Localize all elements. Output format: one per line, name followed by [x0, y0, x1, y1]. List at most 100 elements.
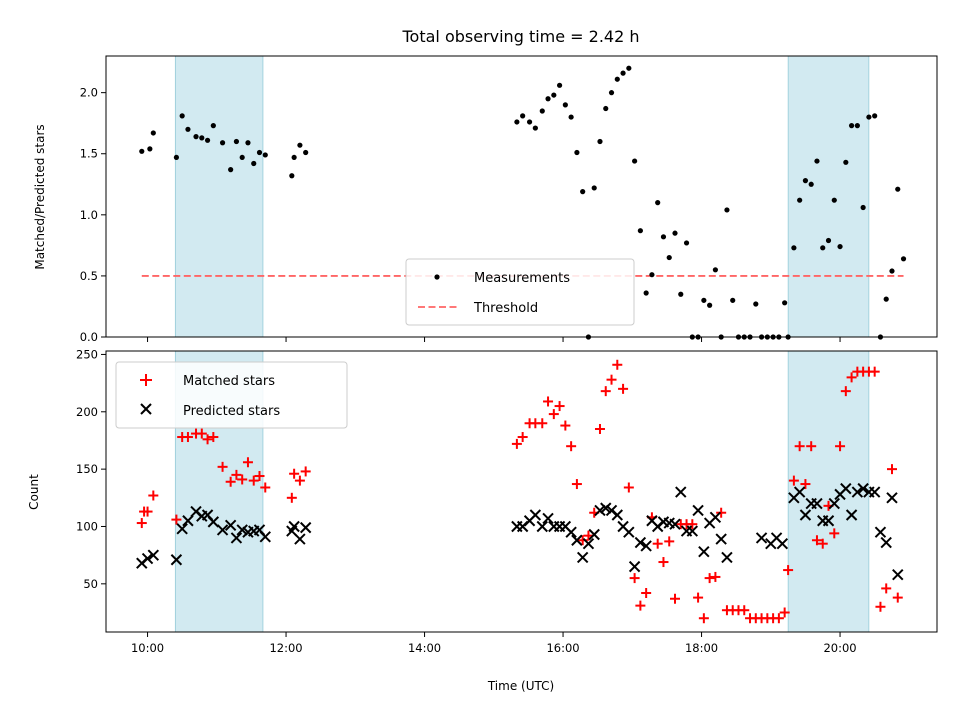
matched-star-point: [886, 464, 897, 475]
predicted-star-point: [715, 533, 727, 545]
predicted-star-point: [874, 526, 887, 538]
predicted-star-point: [799, 509, 812, 521]
measurement-point: [637, 228, 643, 234]
measurement-point: [597, 138, 603, 145]
top-y-tick-label: 0.5: [80, 269, 98, 283]
matched-star-point: [182, 432, 193, 443]
predicted-star-point: [571, 534, 583, 546]
legend-matched-marker: [140, 374, 152, 386]
matched-star-point: [710, 571, 721, 582]
measurement-point: [791, 245, 797, 251]
legend-measurements-label: Measurements: [474, 271, 570, 286]
predicted-star-point: [576, 551, 589, 564]
predicted-star-point: [886, 492, 898, 504]
matched-star-point: [202, 434, 213, 445]
measurement-point: [603, 105, 609, 112]
matched-star-point: [806, 441, 817, 452]
measurement-point: [139, 148, 145, 154]
measurement-point: [860, 204, 866, 211]
measurement-point: [291, 154, 297, 161]
predicted-star-point: [611, 509, 624, 521]
matched-star-point: [142, 506, 153, 517]
measurement-point: [568, 114, 574, 120]
measurement-point: [556, 82, 563, 88]
matched-star-point: [817, 538, 828, 549]
matched-star-point: [773, 613, 784, 624]
matched-star-point: [289, 468, 300, 479]
top-x-ticks: [147, 337, 841, 342]
bottom-x-tick-label: 12:00: [269, 641, 302, 655]
predicted-star-point: [634, 536, 647, 549]
measurement-point: [210, 123, 216, 129]
matched-star-point: [225, 476, 236, 487]
matched-star-point: [600, 386, 611, 397]
predicted-star-point: [640, 540, 652, 552]
predicted-star-point: [288, 520, 300, 533]
predicted-star-point: [868, 486, 881, 498]
bottom-y-ticks: 50 100 150 200 250: [76, 347, 106, 591]
matched-star-point: [148, 490, 159, 501]
matched-star-point: [300, 466, 311, 477]
matched-star-point: [739, 605, 750, 616]
matched-star-point: [693, 592, 704, 603]
predicted-star-point: [582, 537, 595, 550]
matched-star-point: [698, 613, 709, 624]
matched-star-point: [571, 479, 582, 490]
predicted-star-point: [542, 512, 554, 525]
measurement-point: [666, 254, 672, 261]
measurement-point: [712, 267, 719, 273]
matched-star-point: [594, 423, 605, 434]
predicted-star-point: [822, 515, 835, 527]
measurement-point: [678, 291, 684, 297]
measurement-point: [219, 140, 226, 146]
matched-star-point: [254, 471, 265, 482]
matched-star-point: [840, 386, 851, 397]
top-y-tick-label: 2.0: [80, 86, 98, 100]
measurement-point: [707, 302, 713, 308]
matched-star-point: [635, 600, 646, 611]
matched-star-point: [664, 536, 675, 547]
legend-threshold-label: Threshold: [473, 301, 538, 316]
matched-star-point: [652, 538, 663, 549]
bottom-legend: Matched stars Predicted stars: [115, 361, 348, 429]
measurement-point: [814, 158, 820, 164]
predicted-star-point: [709, 511, 722, 524]
measurement-point: [251, 160, 257, 167]
top-shaded-interval: [787, 55, 870, 338]
top-y-tick-label: 0.0: [80, 330, 98, 344]
measurement-point: [562, 102, 568, 108]
predicted-star-point: [588, 528, 600, 541]
bottom-x-tick-label: 10:00: [131, 641, 164, 655]
measurement-point: [173, 154, 180, 161]
bottom-y-axis-label: Count: [27, 474, 41, 510]
predicted-star-point: [259, 531, 271, 543]
top-legend-box: [405, 258, 635, 326]
predicted-star-point: [147, 549, 160, 561]
measurement-point: [150, 130, 156, 136]
bottom-legend-box: [115, 361, 348, 429]
predicted-star-point: [692, 504, 704, 517]
measurement-point: [580, 189, 586, 195]
measurement-point: [797, 197, 803, 203]
matched-star-point: [612, 359, 623, 370]
measurement-point: [831, 197, 837, 203]
matched-star-point: [783, 565, 794, 576]
legend-measurements-marker: [434, 274, 440, 280]
matched-star-point: [618, 383, 629, 394]
matched-star-point: [554, 401, 565, 412]
measurement-point: [753, 301, 759, 307]
measurement-point: [660, 234, 667, 240]
bottom-x-ticks: 10:00 12:00 14:00 16:00 18:00 20:00: [131, 632, 857, 655]
measurement-point: [193, 134, 199, 140]
matched-star-point: [231, 469, 242, 480]
predicted-star-point: [845, 509, 858, 521]
predicted-star-point: [828, 497, 840, 510]
predicted-star-point: [857, 482, 869, 495]
measurement-point: [626, 65, 632, 71]
top-y-ticks: 0.0 0.5 1.0 1.5 2.0: [80, 86, 106, 344]
predicted-star-point: [170, 554, 183, 566]
predicted-star-point: [536, 520, 548, 533]
measurement-point: [866, 114, 872, 120]
measurement-point: [825, 237, 832, 244]
measurement-point: [900, 256, 907, 262]
